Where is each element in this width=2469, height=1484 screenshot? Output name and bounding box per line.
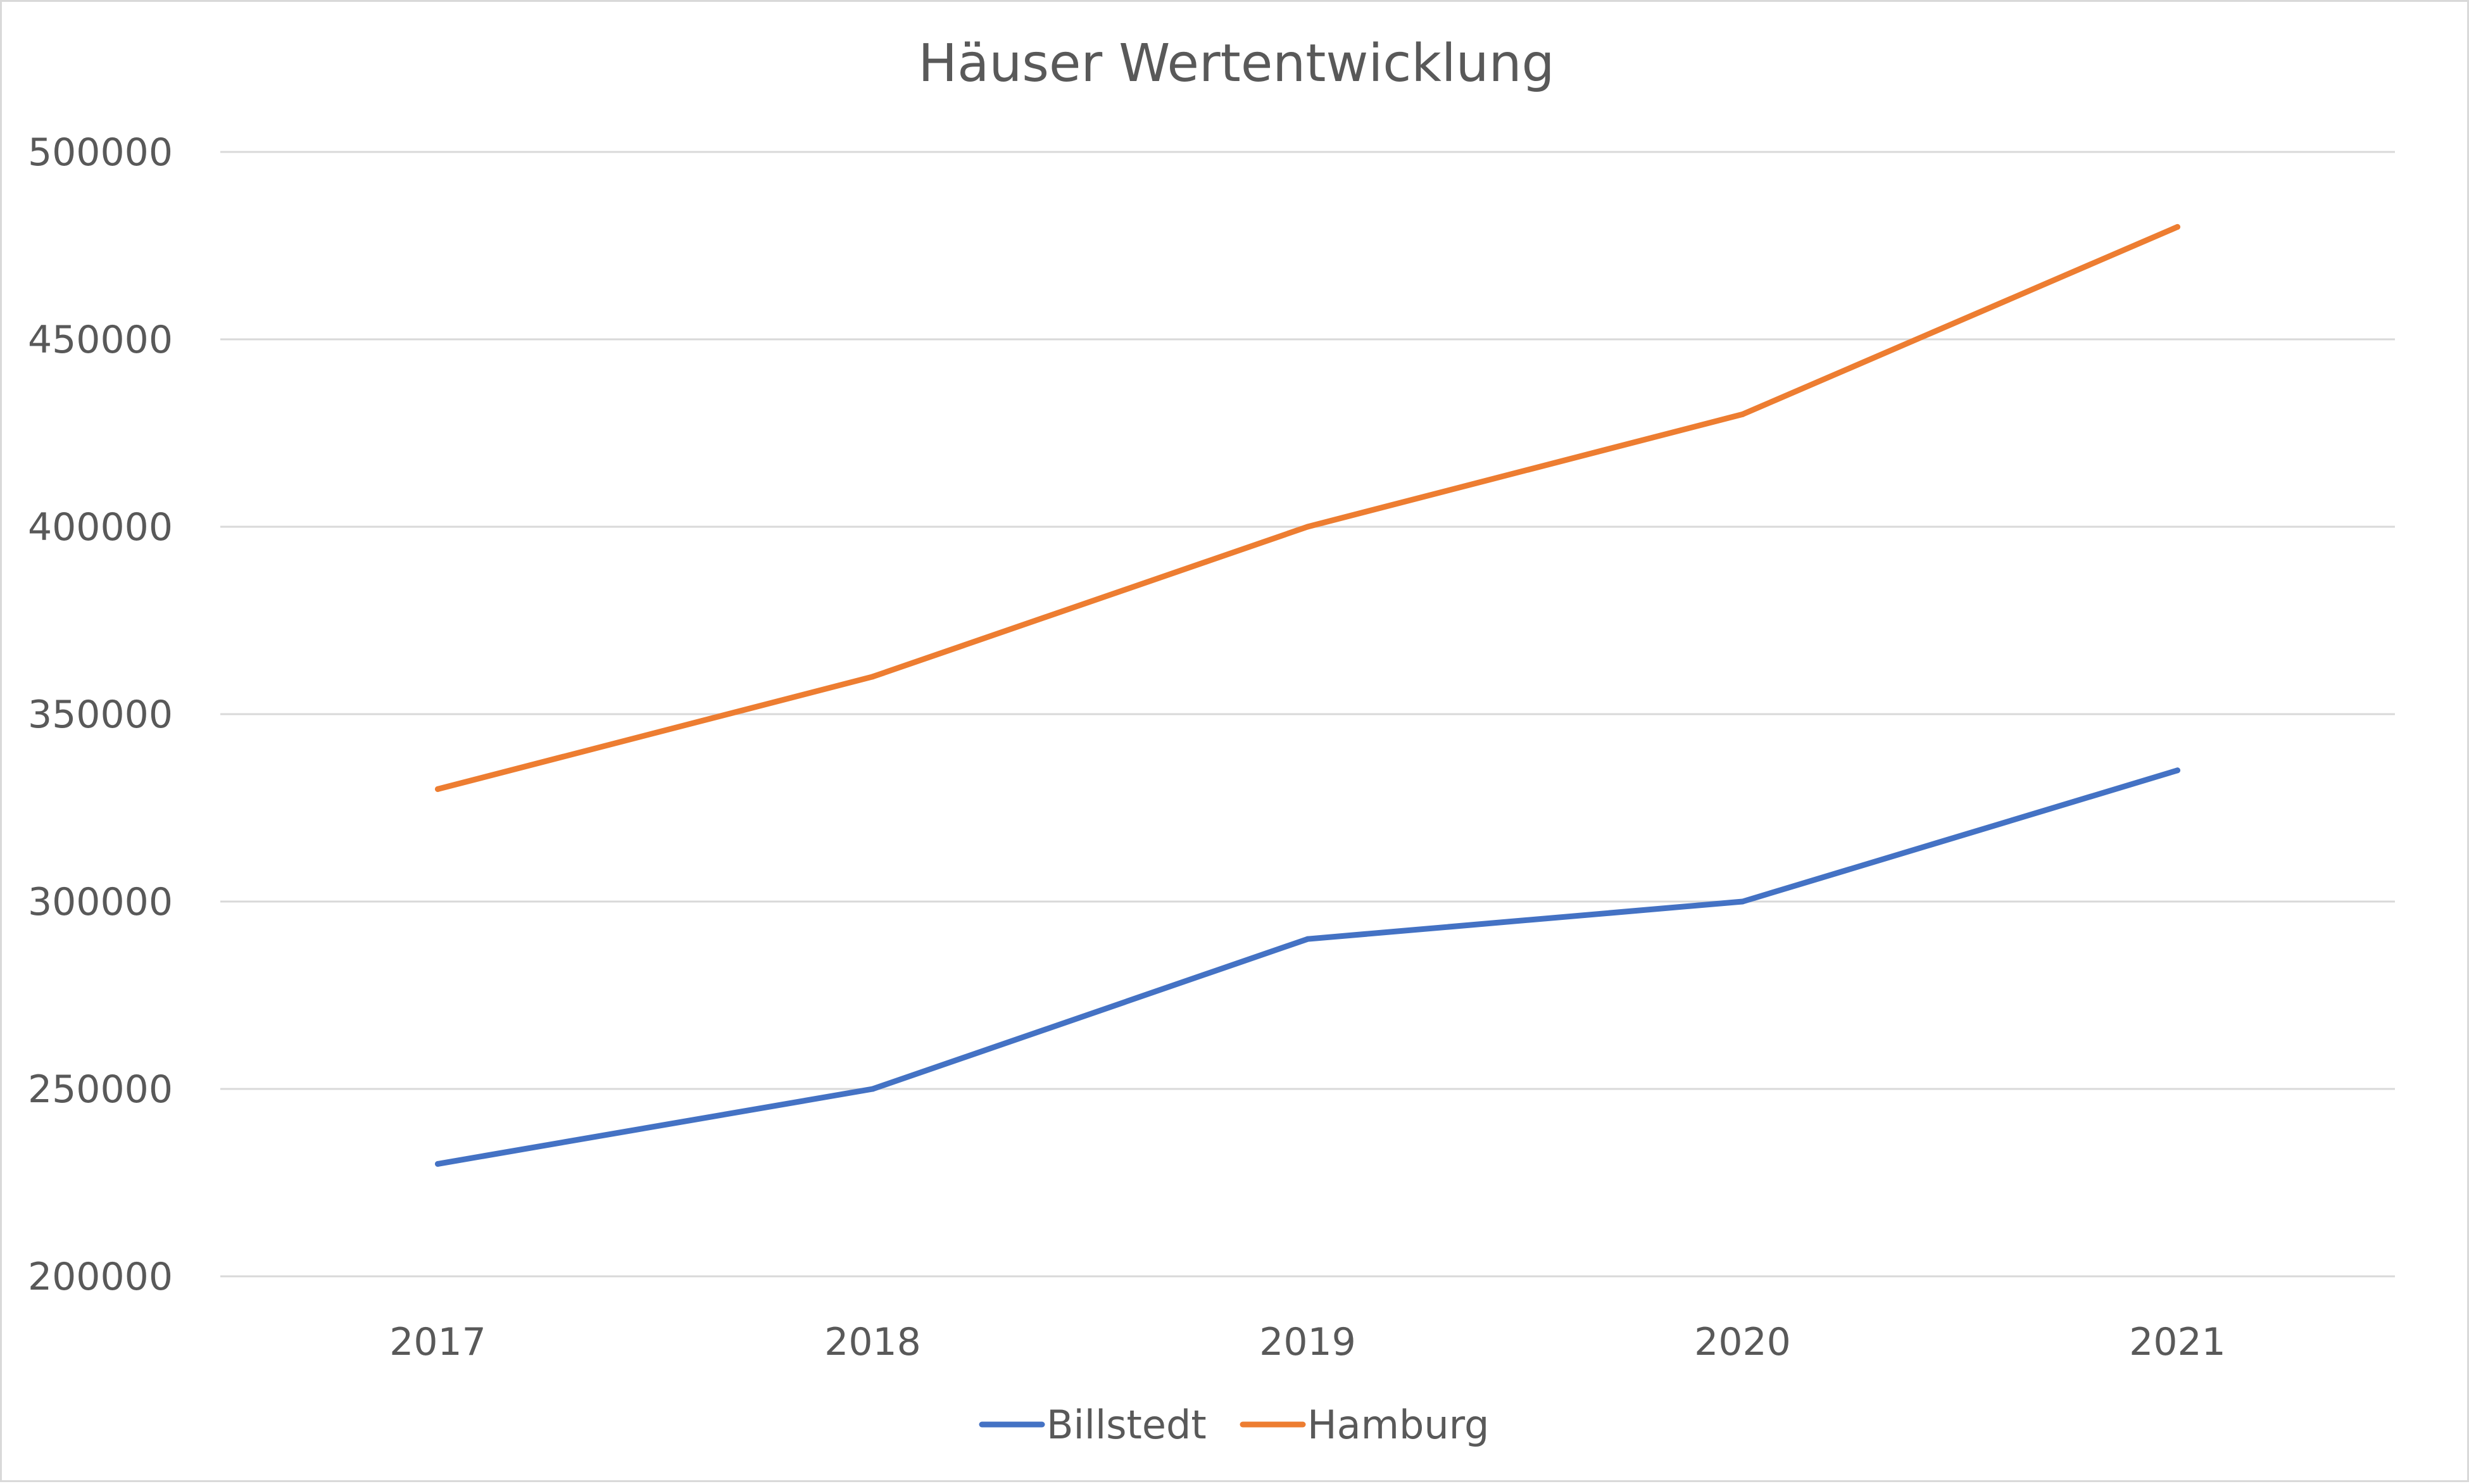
chart-title: Häuser Wertentwicklung [918,34,1554,94]
data-point [870,674,876,680]
data-point [435,786,441,792]
y-tick-label: 300000 [28,880,173,924]
y-tick-label: 500000 [28,130,173,175]
data-point [2175,767,2180,774]
legend-label: Billstedt [1046,1402,1207,1448]
data-point [435,1160,441,1167]
series-line-billstedt [435,767,2180,1167]
gridlines [220,151,2395,1278]
x-tick-label: 2018 [824,1320,921,1364]
y-tick-label: 400000 [28,505,173,550]
data-point [870,1086,876,1092]
legend-label: Hamburg [1307,1402,1489,1448]
y-axis-ticks: 200000 250000 300000 350000 400000 450000 5000… [28,130,173,1299]
data-point [1305,936,1310,942]
y-tick-label: 450000 [28,318,173,362]
x-axis-ticks: 2017 2018 2019 2020 2021 [389,1320,2226,1364]
data-point [1740,411,1745,417]
series-line-hamburg [435,223,2180,792]
legend: Billstedt Hamburg [979,1402,1489,1448]
data-point [1740,898,1745,905]
y-tick-label: 350000 [28,693,173,737]
x-tick-label: 2017 [389,1320,486,1364]
data-point [2175,223,2180,230]
x-tick-label: 2019 [1259,1320,1356,1364]
x-tick-label: 2020 [1694,1320,1791,1364]
x-tick-label: 2021 [2129,1320,2226,1364]
y-tick-label: 250000 [28,1067,173,1112]
y-tick-label: 200000 [28,1255,173,1299]
data-point [1305,524,1310,530]
series-lines [435,223,2180,1167]
